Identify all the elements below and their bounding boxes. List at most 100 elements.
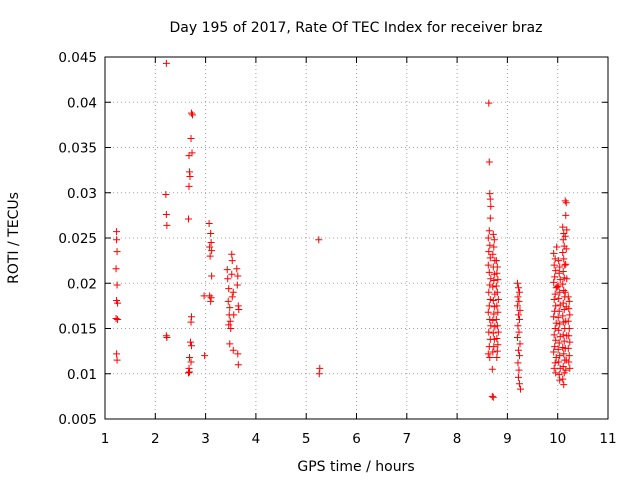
data-point — [490, 277, 498, 285]
data-point — [208, 247, 216, 255]
data-point — [559, 248, 567, 256]
x-axis-title: GPS time / hours — [297, 459, 414, 475]
data-point — [486, 353, 494, 361]
y-tick-label: 0.04 — [67, 95, 97, 111]
data-point — [485, 248, 493, 256]
data-point — [560, 350, 568, 358]
data-point — [189, 111, 197, 119]
y-tick-label: 0.02 — [67, 276, 97, 292]
data-point — [223, 266, 231, 274]
data-point — [486, 190, 494, 198]
x-tick-label: 7 — [403, 431, 412, 447]
data-point — [228, 270, 236, 278]
data-point — [564, 344, 572, 352]
data-point — [551, 290, 559, 298]
data-point — [494, 328, 502, 336]
x-tick-label: 4 — [252, 431, 261, 447]
data-point — [485, 328, 493, 336]
data-point — [555, 339, 563, 347]
data-point — [486, 195, 494, 203]
data-point — [566, 364, 574, 372]
data-point — [492, 257, 500, 265]
data-point — [550, 331, 558, 339]
data-point — [485, 227, 493, 235]
data-point — [489, 329, 497, 337]
data-point — [188, 149, 196, 157]
data-point — [564, 293, 572, 301]
data-point — [228, 293, 236, 301]
data-point — [206, 243, 214, 251]
data-point — [226, 304, 234, 312]
data-point — [565, 305, 573, 313]
data-point — [234, 350, 242, 358]
data-point — [566, 338, 574, 346]
y-tick-label: 0.015 — [58, 322, 97, 338]
data-point — [556, 263, 564, 271]
data-point — [493, 263, 501, 271]
y-tick-label: 0.035 — [58, 141, 97, 157]
data-point — [555, 371, 563, 379]
data-point — [229, 346, 237, 354]
data-point — [208, 272, 216, 280]
data-point — [562, 199, 570, 207]
data-point — [485, 158, 493, 166]
data-point — [489, 348, 497, 356]
data-point — [559, 331, 567, 339]
data-point — [551, 325, 559, 332]
data-point — [562, 260, 570, 268]
data-point — [490, 310, 498, 318]
data-point — [234, 361, 242, 369]
y-tick-label: 0.045 — [58, 50, 97, 66]
chart-title: Day 195 of 2017, Rate Of TEC Index for r… — [170, 20, 543, 36]
data-point — [234, 302, 242, 310]
data-point — [559, 236, 567, 244]
data-point — [206, 292, 214, 300]
data-point — [489, 283, 497, 291]
data-point — [560, 255, 568, 263]
grid-lines — [105, 57, 608, 419]
data-point — [556, 333, 564, 341]
data-point — [225, 321, 233, 329]
x-tick-label: 1 — [101, 431, 110, 447]
data-point — [493, 347, 501, 355]
data-point — [555, 358, 563, 366]
data-point — [559, 363, 567, 371]
x-tick-label: 8 — [453, 431, 462, 447]
data-point — [486, 254, 494, 262]
data-point — [112, 315, 120, 323]
data-point — [163, 221, 171, 229]
y-tick-label: 0.025 — [58, 231, 97, 247]
data-point — [188, 109, 196, 117]
data-point — [556, 301, 564, 309]
data-point — [552, 319, 560, 327]
data-point — [550, 261, 558, 269]
data-point — [552, 353, 560, 361]
data-point — [113, 236, 121, 244]
data-point — [555, 257, 563, 265]
data-point — [553, 243, 561, 251]
data-point — [205, 220, 213, 228]
data-point — [494, 296, 502, 304]
data-point — [233, 281, 241, 289]
data-point — [489, 316, 497, 324]
data-point — [551, 343, 559, 351]
data-point — [487, 275, 495, 283]
data-point — [493, 353, 501, 361]
data-point — [114, 315, 122, 323]
data-point — [514, 284, 522, 292]
data-point — [486, 315, 494, 323]
x-tick-label: 9 — [503, 431, 512, 447]
data-point — [555, 307, 563, 315]
data-point — [555, 269, 563, 277]
data-point — [484, 261, 492, 269]
data-point — [184, 369, 192, 377]
data-point — [226, 317, 234, 325]
data-point — [560, 286, 568, 294]
data-point — [493, 334, 501, 342]
data-point — [555, 326, 563, 334]
data-point — [235, 305, 243, 313]
axis-ticks — [104, 56, 609, 420]
data-point — [515, 297, 523, 305]
data-point — [514, 322, 522, 330]
